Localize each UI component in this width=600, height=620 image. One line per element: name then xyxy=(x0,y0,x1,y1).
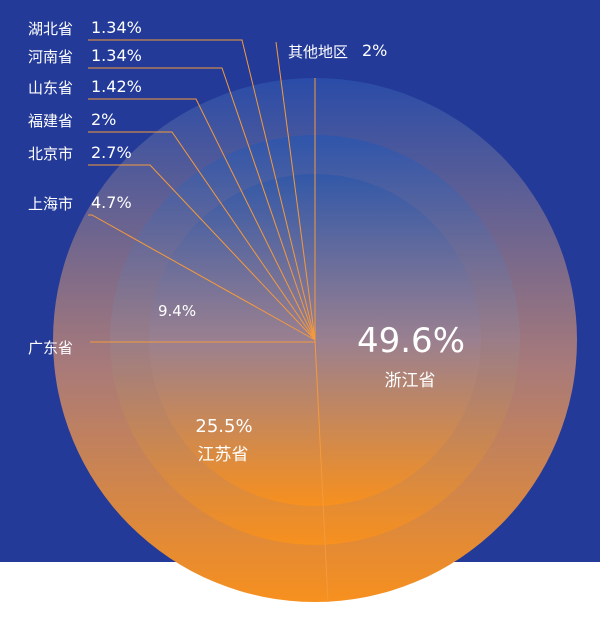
slice-value: 9.4% xyxy=(158,302,196,320)
slice-label: 河南省 xyxy=(28,48,73,66)
slice-label: 广东省 xyxy=(28,339,73,357)
slice-value: 1.42% xyxy=(91,77,142,96)
leader-line xyxy=(275,41,316,341)
leader-line xyxy=(88,131,316,341)
slice-label: 浙江省 xyxy=(385,371,436,391)
slice-value: 2.7% xyxy=(91,143,132,162)
leader-line xyxy=(88,39,316,341)
slice-value: 2% xyxy=(362,41,387,60)
slice-value: 1.34% xyxy=(91,46,142,65)
slice-label: 福建省 xyxy=(28,112,73,130)
slice-label: 江苏省 xyxy=(198,445,249,465)
slice-label: 湖北省 xyxy=(28,20,73,38)
slice-value: 1.34% xyxy=(91,18,142,37)
leader-line xyxy=(88,164,316,341)
slice-divider xyxy=(314,339,329,603)
slice-value: 2% xyxy=(91,110,116,129)
leader-line xyxy=(88,67,316,341)
slice-value: 4.7% xyxy=(91,193,132,212)
slice-value: 49.6% xyxy=(357,321,465,361)
slice-label: 山东省 xyxy=(28,79,73,97)
leader-line xyxy=(88,98,316,341)
leader-line xyxy=(88,214,316,341)
slice-value: 25.5% xyxy=(195,416,252,437)
slice-label: 其他地区 xyxy=(288,43,348,61)
slice-label: 上海市 xyxy=(28,195,73,213)
slice-label: 北京市 xyxy=(28,145,73,163)
